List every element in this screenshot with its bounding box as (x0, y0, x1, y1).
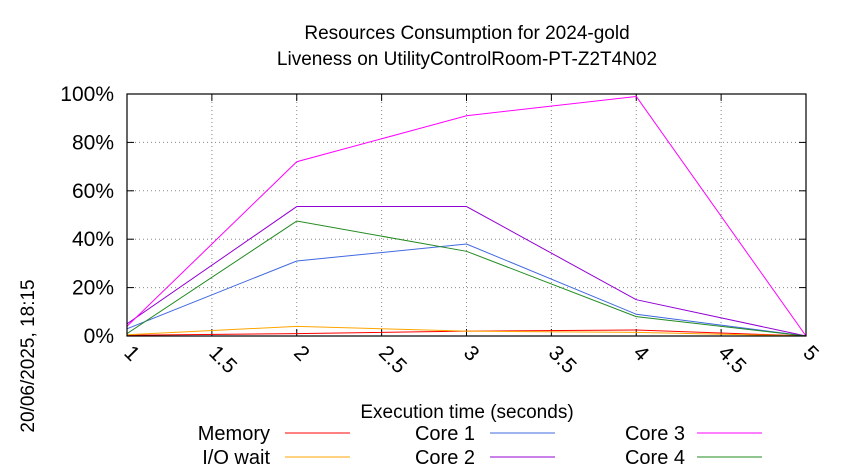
series-line-core-3 (126, 95, 807, 337)
x-tick-labels: 1 1.5 2 2.5 3 3.5 4 4.5 5 (119, 341, 823, 378)
x-axis-label: Execution time (seconds) (360, 402, 573, 423)
legend-label: Core 4 (625, 447, 685, 469)
series-line-core-1 (126, 243, 807, 337)
x-tick-label: 1 (119, 341, 144, 366)
x-tick-label: 1.5 (204, 341, 241, 378)
y-tick-label: 60% (72, 180, 114, 203)
x-tick-label: 2.5 (374, 341, 411, 378)
chart-title-line-1: Resources Consumption for 2024-gold (304, 23, 629, 44)
x-tick-label: 4 (629, 341, 654, 366)
x-tick-label: 2 (289, 341, 314, 366)
y-tick-label: 20% (72, 277, 114, 300)
x-tick-label: 3 (459, 341, 484, 366)
legend-label: Memory (198, 423, 270, 445)
x-tick-label: 4.5 (714, 341, 751, 378)
legend-label: Core 2 (415, 447, 475, 469)
y-tick-labels: 0% 20% 40% 60% 80% 100% (60, 83, 114, 348)
plot-frame (126, 93, 807, 337)
series-line-core-4 (126, 220, 807, 337)
y-tick-label: 80% (72, 131, 114, 154)
x-tick-label: 3.5 (544, 341, 581, 378)
legend-label: Core 3 (625, 423, 685, 445)
grid (126, 93, 807, 337)
timestamp-label: 20/06/2025, 18:15 (18, 279, 39, 432)
x-tick-label: 5 (798, 341, 823, 366)
y-tick-label: 40% (72, 228, 114, 251)
series-line-core-2 (126, 206, 807, 337)
y-tick-label: 0% (84, 325, 114, 348)
series-line-i-o-wait (126, 325, 807, 337)
chart-title-line-2: Liveness on UtilityControlRoom-PT-Z2T4N0… (277, 49, 657, 70)
series-lines (126, 95, 807, 337)
legend-label: Core 1 (415, 423, 475, 445)
legend-label: I/O wait (202, 447, 270, 469)
y-tick-label: 100% (60, 83, 114, 106)
